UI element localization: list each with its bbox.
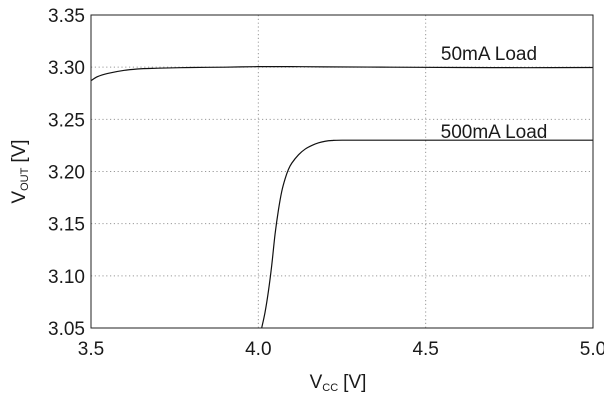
y-axis-label-sub: OUT — [19, 167, 31, 191]
x-axis-label: VCC [V] — [310, 372, 367, 394]
x-axis-label-main: V — [310, 372, 323, 393]
series-line-500ma — [261, 139, 593, 329]
series-line-50ma — [90, 65, 594, 82]
y-tick-label: 3.15 — [48, 215, 85, 236]
x-axis-label-sub: CC — [322, 382, 338, 394]
x-tick-label: 3.5 — [78, 339, 104, 360]
series-label-500ma: 500mA Load — [441, 122, 548, 143]
y-tick-label: 3.10 — [48, 267, 85, 288]
y-tick-label: 3.20 — [48, 163, 85, 184]
x-tick-label: 4.0 — [245, 339, 271, 360]
series-curves — [90, 65, 594, 329]
series-label-50ma: 50mA Load — [441, 44, 537, 65]
series-labels: 50mA Load 500mA Load — [441, 44, 548, 143]
y-tick-label: 3.30 — [48, 58, 85, 79]
x-tick-label: 5.0 — [580, 339, 604, 360]
tick-labels: 3.05 3.10 3.15 3.20 3.25 3.30 3.35 3.5 4.0 4.5 5.0 — [48, 6, 604, 360]
y-axis-label-unit: [V] — [9, 139, 30, 162]
x-tick-label: 4.5 — [412, 339, 438, 360]
y-axis-label: VOUT [V] — [9, 139, 31, 203]
y-tick-label: 3.25 — [48, 110, 85, 131]
x-axis-label-unit: [V] — [343, 372, 366, 393]
y-axis-label-main: V — [9, 191, 30, 204]
plot-frame — [90, 14, 594, 329]
y-tick-label: 3.05 — [48, 319, 85, 340]
y-tick-label: 3.35 — [48, 6, 85, 27]
